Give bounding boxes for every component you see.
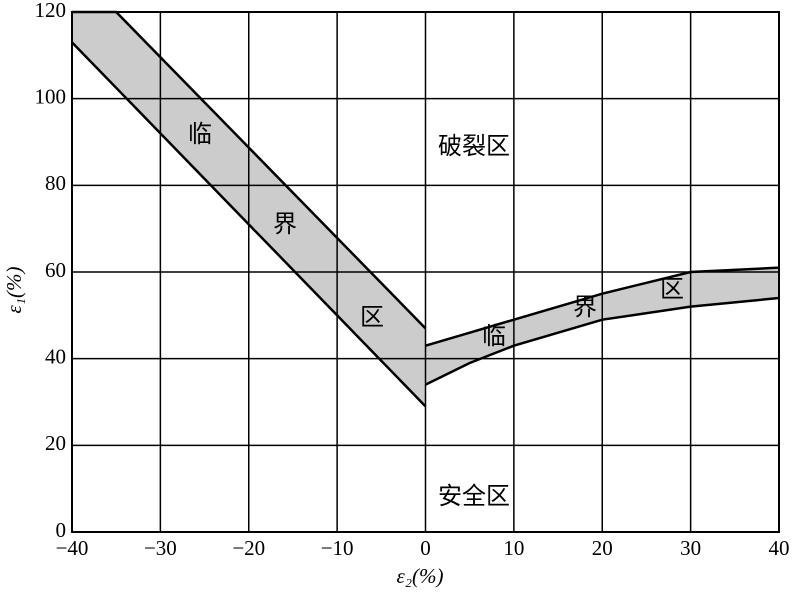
y-tick-label: 60 [45, 258, 66, 282]
x-tick-label: 10 [503, 536, 524, 560]
y-tick-label: 120 [35, 0, 67, 22]
band-edge [71, 41, 427, 408]
x-tick-label: −20 [232, 536, 265, 560]
y-tick-label: 20 [45, 431, 66, 455]
annotation: 临 [188, 120, 212, 148]
band-edge [425, 266, 780, 347]
x-axis-label: ε₂(%) [396, 564, 443, 588]
x-tick-label: 0 [420, 536, 431, 560]
annotation: 安全区 [438, 482, 510, 510]
plot-frame [71, 11, 780, 533]
annotation: 破裂区 [438, 132, 510, 160]
annotation: 界 [273, 210, 297, 238]
y-axis-label: ε₁(%) [2, 266, 26, 313]
x-tick-label: −30 [144, 536, 177, 560]
x-tick-label: −10 [321, 536, 354, 560]
plot-area [71, 10, 780, 533]
x-tick-label: −40 [56, 536, 89, 560]
x-tick-label: 20 [592, 536, 613, 560]
annotation: 界 [573, 293, 597, 321]
annotation: 临 [482, 322, 506, 350]
annotation: 区 [660, 275, 684, 303]
y-tick-label: 40 [45, 344, 66, 368]
y-tick-label: 80 [45, 171, 66, 195]
y-tick-label: 0 [56, 518, 67, 542]
x-tick-label: 40 [769, 536, 790, 560]
y-tick-label: 100 [35, 84, 67, 108]
annotation: 区 [360, 303, 384, 331]
band-edge [424, 296, 780, 386]
x-tick-label: 30 [680, 536, 701, 560]
